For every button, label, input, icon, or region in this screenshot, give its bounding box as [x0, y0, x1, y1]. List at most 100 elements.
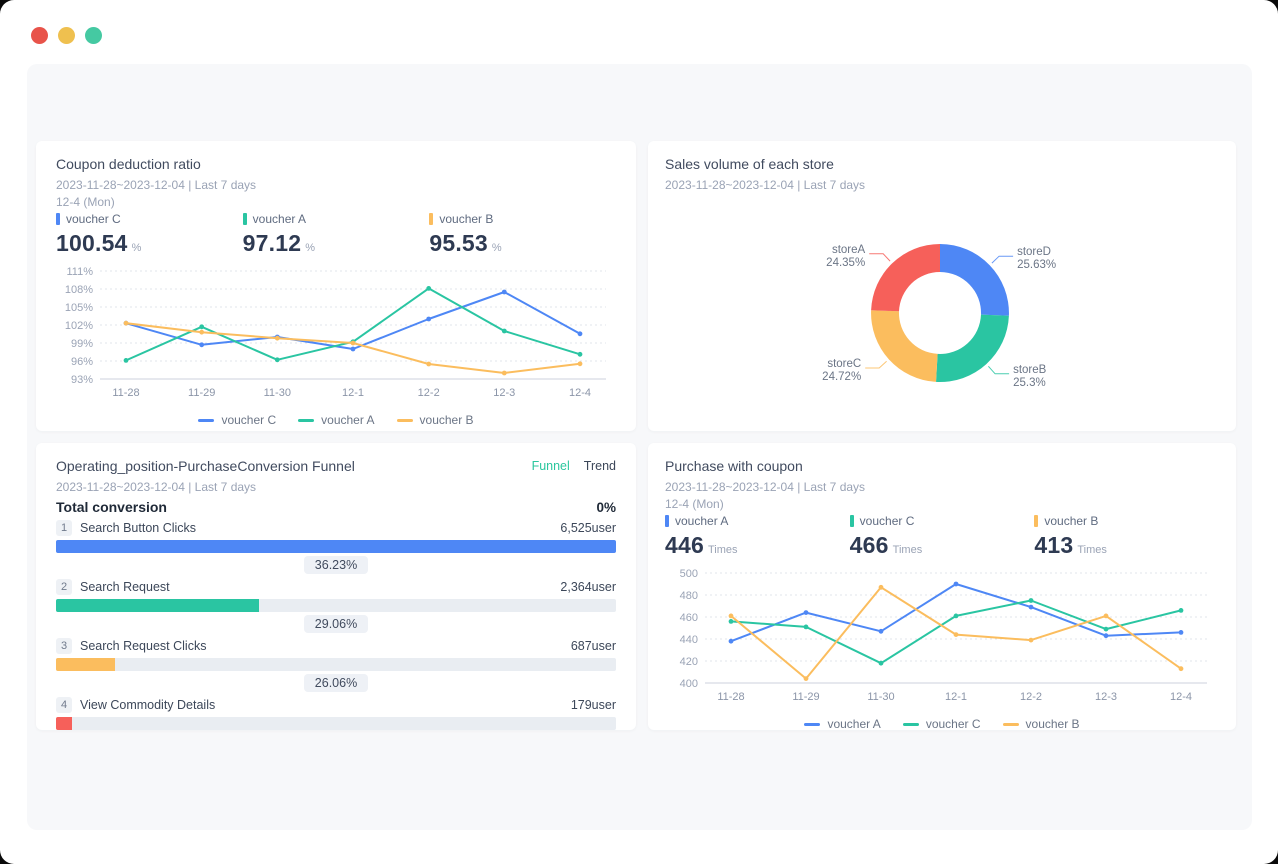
- funnel-bar: [56, 540, 616, 553]
- tab-funnel[interactable]: Funnel: [531, 459, 570, 473]
- step-label: Search Request: [80, 580, 170, 594]
- series-color-marker: [1034, 515, 1039, 527]
- date-range-label: 2023-11-28~2023-12-04 | Last 7 days: [665, 178, 866, 192]
- funnel-bar-track: [56, 599, 616, 612]
- kpi-voucher-b: voucher B 413 Times: [1034, 514, 1219, 559]
- funnel-step-1: 1 Search Button Clicks 6,525user 36.23%: [56, 520, 616, 574]
- svg-text:11-28: 11-28: [112, 387, 139, 399]
- line-chart-plot: 500 480 460 440 420 400 11-28 11-29 11-30 12-1 12-…: [680, 568, 1207, 703]
- panel-coupon-deduction-ratio: Coupon deduction ratio 2023-11-28~2023-1…: [36, 141, 636, 431]
- svg-text:12-1: 12-1: [945, 691, 967, 703]
- kpi-unit: %: [131, 242, 142, 254]
- window-minimize-button[interactable]: [58, 27, 75, 44]
- conversion-rate-badge: 26.06%: [303, 674, 369, 692]
- donut-slice-storeC: [871, 310, 938, 382]
- svg-text:12-2: 12-2: [418, 387, 440, 399]
- kpi-value: 446: [665, 532, 704, 558]
- line-chart-plot: 111% 108% 105% 102% 99% 96% 93% 11-28 11-29 11-30…: [65, 266, 606, 399]
- kpi-voucher-a: voucher A 97.12%: [242, 212, 430, 257]
- kpi-unit: Times: [1077, 544, 1107, 556]
- series-color-marker: [849, 515, 854, 527]
- kpi-label: voucher C: [66, 212, 121, 226]
- legend-line-marker: [396, 418, 413, 422]
- legend-item-voucher-b[interactable]: voucher B: [1002, 717, 1080, 730]
- svg-text:12-3: 12-3: [1095, 691, 1117, 703]
- svg-text:500: 500: [680, 568, 698, 580]
- svg-text:440: 440: [680, 634, 698, 646]
- kpi-unit: Times: [892, 544, 923, 556]
- svg-text:11-30: 11-30: [264, 387, 291, 399]
- step-index-badge: 1: [56, 520, 72, 536]
- kpi-label: voucher A: [675, 514, 729, 528]
- kpi-voucher-b: voucher B 95.53%: [429, 212, 616, 257]
- panel-title: Sales volume of each store: [665, 156, 834, 172]
- kpi-label: voucher A: [252, 212, 307, 226]
- window-close-button[interactable]: [31, 27, 48, 44]
- legend-item-voucher-a[interactable]: voucher A: [298, 413, 375, 427]
- legend-line-marker: [902, 722, 919, 726]
- svg-text:12-4: 12-4: [569, 387, 591, 399]
- date-range-label: 2023-11-28~2023-12-04 | Last 7 days: [56, 178, 257, 192]
- funnel-step-3: 3 Search Request Clicks 687user 26.06%: [56, 638, 616, 692]
- funnel-step-4: 4 View Commodity Details 179user: [56, 697, 616, 730]
- legend-item-voucher-c[interactable]: voucher C: [198, 413, 276, 427]
- legend-item-voucher-c[interactable]: voucher C: [902, 717, 981, 730]
- kpi-value: 100.54: [56, 230, 128, 256]
- legend-item-voucher-a[interactable]: voucher A: [804, 717, 881, 730]
- legend-item-voucher-b[interactable]: voucher B: [396, 413, 474, 427]
- total-conversion-label: Total conversion: [56, 499, 167, 515]
- window-zoom-button[interactable]: [85, 27, 102, 44]
- slice-label-name: storeA: [832, 244, 866, 256]
- svg-text:460: 460: [680, 612, 698, 624]
- svg-text:12-4: 12-4: [1170, 691, 1192, 703]
- kpi-voucher-a: voucher A 446 Times: [665, 514, 850, 559]
- slice-label-name: storeB: [1013, 364, 1047, 376]
- svg-text:11-30: 11-30: [867, 691, 894, 703]
- funnel-bar-track: [56, 717, 616, 730]
- series-color-marker: [665, 515, 669, 527]
- svg-text:105%: 105%: [65, 302, 93, 314]
- total-conversion-value: 0%: [596, 499, 616, 515]
- slice-label-percent: 25.3%: [1013, 377, 1046, 389]
- kpi-voucher-c: voucher C 466 Times: [849, 514, 1035, 559]
- funnel-step-2: 2 Search Request 2,364user 29.06%: [56, 579, 616, 633]
- funnel-bar-track: [56, 658, 616, 671]
- step-index-badge: 4: [56, 697, 72, 713]
- kpi-unit: Times: [707, 544, 738, 556]
- step-label: Search Request Clicks: [80, 639, 207, 653]
- dashboard-canvas: Coupon deduction ratio 2023-11-28~2023-1…: [27, 64, 1252, 830]
- current-point-label: 12-4 (Mon): [665, 497, 724, 511]
- chart-legend: voucher C voucher A voucher B: [56, 413, 616, 427]
- current-point-label: 12-4 (Mon): [56, 195, 115, 209]
- funnel-bar-track: [56, 540, 616, 553]
- step-index-badge: 2: [56, 579, 72, 595]
- slice-label-percent: 24.72%: [822, 371, 861, 383]
- panel-purchase-with-coupon: Purchase with coupon 2023-11-28~2023-12-…: [648, 443, 1236, 730]
- step-label: Search Button Clicks: [80, 521, 197, 535]
- svg-text:93%: 93%: [71, 374, 93, 386]
- slice-label-percent: 25.63%: [1017, 259, 1056, 271]
- panel-title: Purchase with coupon: [665, 458, 803, 474]
- svg-text:11-29: 11-29: [188, 387, 215, 399]
- kpi-voucher-c: voucher C 100.54%: [56, 212, 243, 257]
- kpi-value: 97.12: [242, 230, 302, 256]
- kpi-value: 466: [849, 532, 889, 558]
- svg-text:400: 400: [680, 678, 698, 690]
- legend-label: voucher A: [827, 717, 881, 730]
- kpi-row: voucher A 446 Times voucher C 466 Times vo…: [665, 514, 1219, 559]
- date-range-label: 2023-11-28~2023-12-04 | Last 7 days: [56, 480, 257, 494]
- slice-label-name: storeD: [1017, 246, 1051, 258]
- kpi-value: 413: [1034, 532, 1074, 558]
- panel-title: Operating_position-PurchaseConversion Fu…: [56, 458, 355, 474]
- kpi-unit: %: [491, 242, 502, 254]
- coupon-ratio-line-chart: 111% 108% 105% 102% 99% 96% 93% 11-28 11-29 11-30…: [56, 263, 616, 427]
- legend-label: voucher A: [321, 413, 375, 427]
- legend-line-marker: [198, 418, 215, 422]
- donut-slice-storeB: [936, 314, 1009, 383]
- tab-trend[interactable]: Trend: [583, 459, 616, 473]
- legend-line-marker: [1002, 722, 1019, 726]
- series-color-marker: [242, 213, 247, 225]
- step-user-count: 2,364user: [560, 580, 616, 594]
